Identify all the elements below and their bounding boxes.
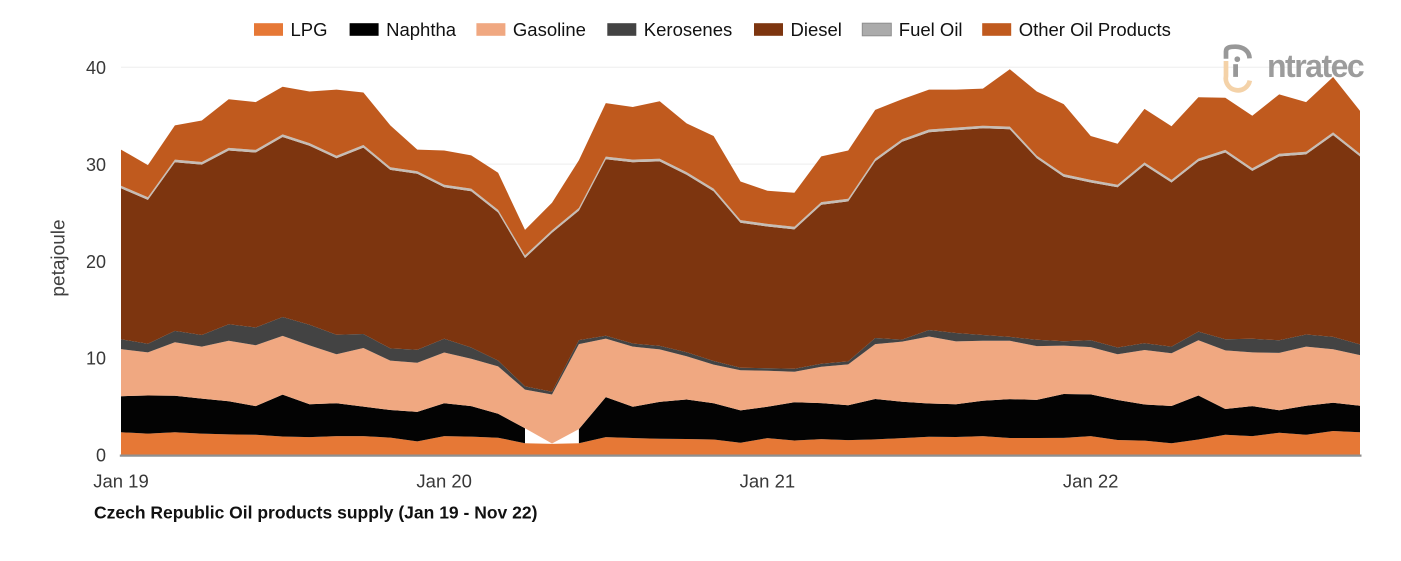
svg-text:Diesel: Diesel <box>791 19 842 40</box>
svg-text:LPG: LPG <box>291 19 328 40</box>
svg-text:Naphtha: Naphtha <box>386 19 457 40</box>
svg-text:40: 40 <box>86 58 106 78</box>
svg-text:Jan 22: Jan 22 <box>1063 471 1119 492</box>
svg-text:Jan 20: Jan 20 <box>416 471 472 492</box>
svg-text:Czech Republic Oil products su: Czech Republic Oil products supply (Jan … <box>94 503 537 523</box>
svg-text:petajoule: petajoule <box>49 219 70 296</box>
svg-text:10: 10 <box>86 349 106 369</box>
svg-text:Fuel Oil: Fuel Oil <box>899 19 963 40</box>
svg-text:Gasoline: Gasoline <box>513 19 586 40</box>
svg-text:20: 20 <box>86 252 106 272</box>
svg-text:30: 30 <box>86 155 106 175</box>
svg-text:Other Oil Products: Other Oil Products <box>1019 19 1171 40</box>
svg-text:Kerosenes: Kerosenes <box>644 19 732 40</box>
svg-text:Jan 21: Jan 21 <box>740 471 796 492</box>
svg-text:0: 0 <box>96 445 106 465</box>
svg-text:Jan 19: Jan 19 <box>93 471 149 492</box>
svg-text:ntratec: ntratec <box>1267 48 1364 84</box>
